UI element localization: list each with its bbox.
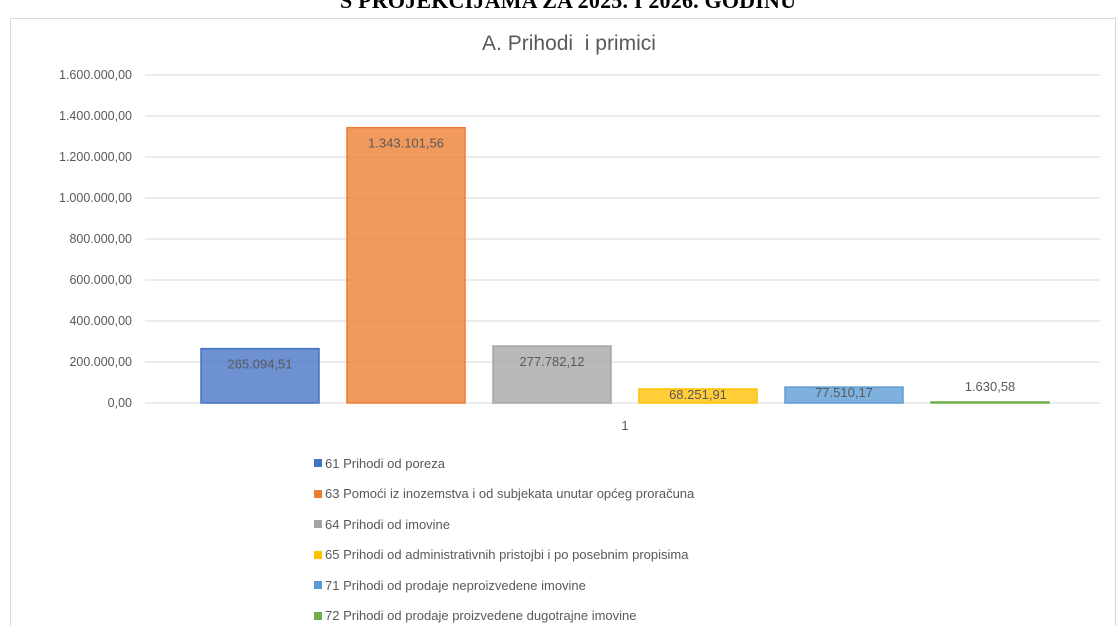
data-label-5: 77.510,17: [815, 385, 873, 400]
y-tick-label: 600.000,00: [69, 273, 132, 287]
y-tick-label: 400.000,00: [69, 314, 132, 328]
legend-label: 71 Prihodi od prodaje neproizvedene imov…: [325, 578, 586, 593]
y-tick-label: 0,00: [108, 396, 132, 410]
legend-item: 64 Prihodi od imovine: [314, 509, 694, 540]
data-label-2: 1.343.101,56: [368, 136, 444, 151]
legend-swatch: [314, 551, 322, 559]
chart-legend: 61 Prihodi od poreza 63 Pomoći iz inozems…: [314, 448, 694, 631]
legend-item: 61 Prihodi od poreza: [314, 448, 694, 479]
chart-title: A. Prihodi i primici: [482, 32, 656, 55]
y-tick-label: 1.200.000,00: [59, 150, 132, 164]
legend-label: 64 Prihodi od imovine: [325, 517, 450, 532]
bar-6: [931, 402, 1049, 403]
bar-2: [347, 128, 465, 403]
y-axis-ticks: 0,00 200.000,00 400.000,00 600.000,00 800.00…: [59, 68, 132, 410]
legend-label: 65 Prihodi od administrativnih pristojbi…: [325, 547, 688, 562]
legend-swatch: [314, 490, 322, 498]
legend-label: 72 Prihodi od prodaje proizvedene dugotr…: [325, 608, 637, 623]
x-tick-label: 1: [621, 418, 628, 433]
legend-item: 65 Prihodi od administrativnih pristojbi…: [314, 540, 694, 571]
data-label-3: 277.782,12: [519, 354, 584, 369]
legend-swatch: [314, 581, 322, 589]
data-label-4: 68.251,91: [669, 387, 727, 402]
y-tick-label: 1.400.000,00: [59, 109, 132, 123]
y-tick-label: 1.600.000,00: [59, 68, 132, 82]
y-tick-label: 200.000,00: [69, 355, 132, 369]
data-label-6: 1.630,58: [965, 379, 1016, 394]
legend-item: 63 Pomoći iz inozemstva i od subjekata u…: [314, 479, 694, 510]
legend-item: 72 Prihodi od prodaje proizvedene dugotr…: [314, 601, 694, 631]
legend-swatch: [314, 612, 322, 620]
legend-swatch: [314, 520, 322, 528]
legend-item: 71 Prihodi od prodaje neproizvedene imov…: [314, 570, 694, 601]
data-label-1: 265.094,51: [227, 357, 292, 372]
legend-label: 61 Prihodi od poreza: [325, 456, 445, 471]
legend-label: 63 Pomoći iz inozemstva i od subjekata u…: [325, 486, 694, 501]
legend-swatch: [314, 459, 322, 467]
y-tick-label: 800.000,00: [69, 232, 132, 246]
y-tick-label: 1.000.000,00: [59, 191, 132, 205]
